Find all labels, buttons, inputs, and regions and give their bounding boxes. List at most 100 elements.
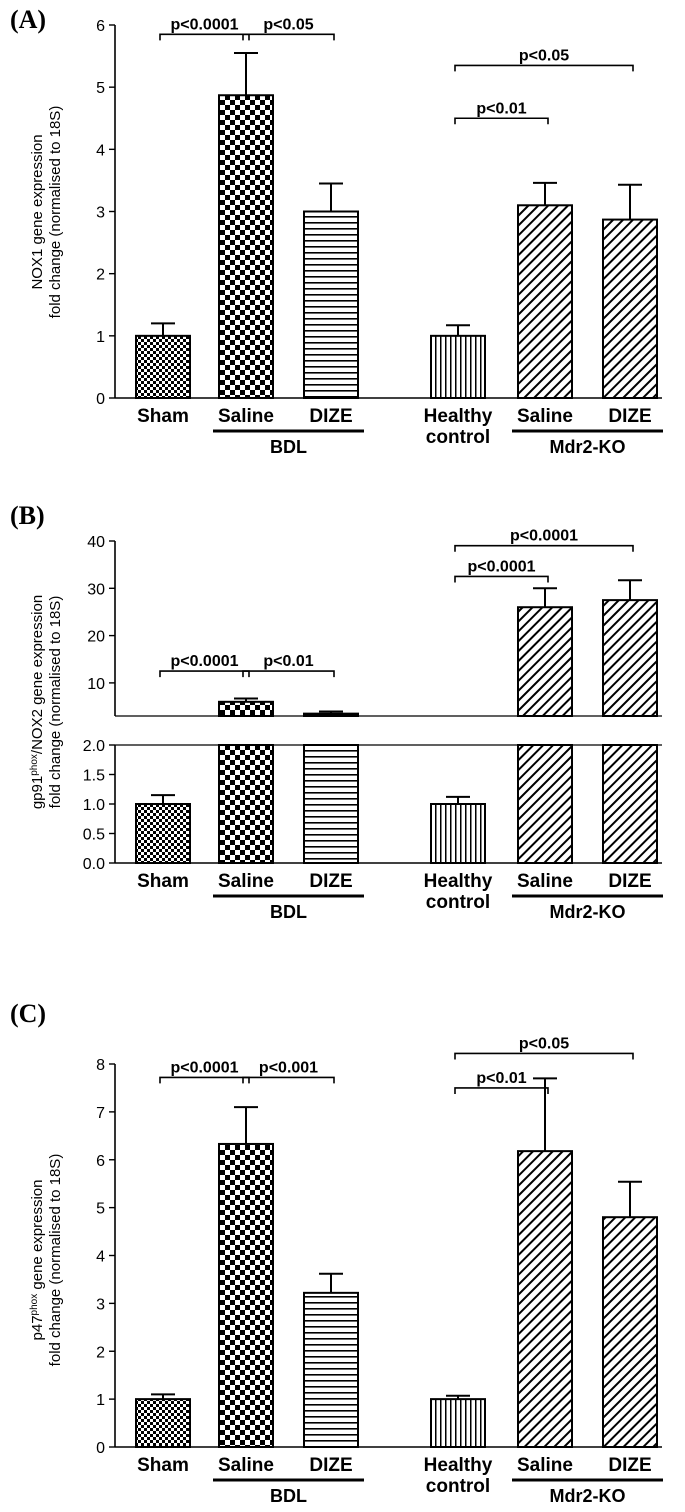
group-label: Mdr2-KO: [550, 902, 626, 922]
y-tick-label: 7: [96, 1105, 105, 1122]
y-tick-label: 10: [87, 676, 105, 693]
category-label: DIZE: [309, 406, 352, 427]
significance-label: p<0.01: [476, 1070, 526, 1087]
bar: [602, 218, 658, 399]
y-tick-label: 5: [96, 1201, 105, 1218]
y-tick-label: 1: [96, 1392, 105, 1409]
significance-label: p<0.01: [263, 653, 313, 670]
y-tick-label: 3: [96, 1296, 105, 1313]
significance-label: p<0.01: [476, 100, 526, 117]
y-tick-label: 1.0: [83, 797, 105, 814]
group-label: Mdr2-KO: [550, 437, 626, 457]
panel-c-chart: (C) p47phox gene expressionfold change (n…: [10, 999, 663, 1506]
category-label: Healthy: [424, 1455, 493, 1476]
bar-upper-segment: [303, 712, 359, 717]
y-tick-label: 30: [87, 581, 105, 598]
y-tick-label: 4: [96, 1249, 105, 1266]
significance-bracket: [454, 1087, 549, 1094]
y-tick-label: 2: [96, 267, 105, 284]
bar: [430, 1398, 486, 1448]
panel-label: (C): [10, 999, 46, 1028]
panel-label: (A): [10, 5, 46, 34]
panel-label: (B): [10, 501, 45, 530]
bar: [218, 1142, 274, 1449]
bar-lower-segment: [218, 744, 274, 864]
significance-label: p<0.05: [519, 1035, 569, 1052]
significance-bracket: [454, 1052, 634, 1060]
significance-label: p<0.05: [519, 47, 569, 64]
category-label: Saline: [517, 871, 573, 892]
significance-label: p<0.05: [263, 16, 313, 33]
significance-bracket: [159, 670, 250, 678]
category-label: DIZE: [608, 871, 651, 892]
significance-label: p<0.001: [259, 1059, 318, 1076]
significance-bracket: [454, 544, 634, 552]
y-tick-label: 1: [96, 329, 105, 346]
significance-bracket: [454, 117, 549, 125]
y-tick-label: 6: [96, 18, 105, 35]
y-axis-label: gp91phox/NOX2 gene expressionfold change…: [29, 595, 64, 809]
category-label: Saline: [218, 406, 274, 427]
category-label: DIZE: [309, 871, 352, 892]
category-label: Saline: [218, 1455, 274, 1476]
group-label: BDL: [270, 437, 307, 457]
significance-bracket: [454, 575, 549, 583]
panel-b-chart: (B) gp91phox/NOX2 gene expressionfold cha…: [10, 501, 663, 922]
significance-bracket: [242, 33, 335, 41]
y-tick-label: 4: [96, 142, 105, 159]
significance-label: p<0.0001: [510, 528, 578, 545]
group-label: BDL: [270, 902, 307, 922]
y-tick-label: 40: [87, 534, 105, 551]
category-label: DIZE: [608, 1455, 651, 1476]
category-label: control: [426, 1476, 490, 1497]
category-label: Sham: [137, 406, 189, 427]
significance-label: p<0.0001: [170, 653, 238, 670]
bar: [135, 1398, 191, 1448]
bar: [303, 210, 359, 399]
category-label: Saline: [517, 406, 573, 427]
significance-bracket: [454, 64, 634, 72]
y-tick-label: 0.5: [83, 827, 105, 844]
category-label: DIZE: [309, 1455, 352, 1476]
panel-a-chart: (A) NOX1 gene expressionfold change (norm…: [10, 5, 663, 457]
category-label: control: [426, 892, 490, 913]
y-tick-label: 0: [96, 391, 105, 408]
y-tick-label: 2.0: [83, 738, 105, 755]
category-label: Healthy: [424, 871, 493, 892]
y-tick-label: 5: [96, 80, 105, 97]
bar: [517, 1150, 573, 1448]
y-axis-label: NOX1 gene expressionfold change (normali…: [29, 106, 64, 319]
category-label: Saline: [218, 871, 274, 892]
significance-label: p<0.0001: [170, 16, 238, 33]
category-label: DIZE: [608, 406, 651, 427]
y-axis-label: p47phox gene expressionfold change (norm…: [29, 1154, 64, 1367]
y-tick-label: 8: [96, 1057, 105, 1074]
bar: [430, 803, 486, 864]
y-tick-label: 20: [87, 629, 105, 646]
y-tick-label: 0: [96, 1440, 105, 1457]
bar-lower-segment: [602, 744, 658, 864]
bar-upper-segment: [602, 599, 658, 718]
group-label: BDL: [270, 1486, 307, 1506]
bar-lower-segment: [517, 744, 573, 864]
bar: [430, 334, 486, 400]
bar: [602, 1216, 658, 1448]
category-label: control: [426, 427, 490, 448]
significance-label: p<0.0001: [170, 1059, 238, 1076]
significance-bracket: [159, 1076, 250, 1084]
y-tick-label: 1.5: [83, 768, 105, 785]
bar: [517, 204, 573, 399]
group-label: Mdr2-KO: [550, 1486, 626, 1506]
significance-label: p<0.0001: [467, 558, 535, 575]
category-label: Saline: [517, 1455, 573, 1476]
bar-lower-segment: [303, 744, 359, 864]
bar-upper-segment: [517, 606, 573, 717]
bar: [135, 334, 191, 400]
significance-bracket: [242, 670, 335, 678]
y-tick-label: 0.0: [83, 856, 105, 873]
category-label: Healthy: [424, 406, 493, 427]
bar: [135, 803, 191, 864]
significance-bracket: [242, 1076, 335, 1084]
y-tick-label: 2: [96, 1344, 105, 1361]
